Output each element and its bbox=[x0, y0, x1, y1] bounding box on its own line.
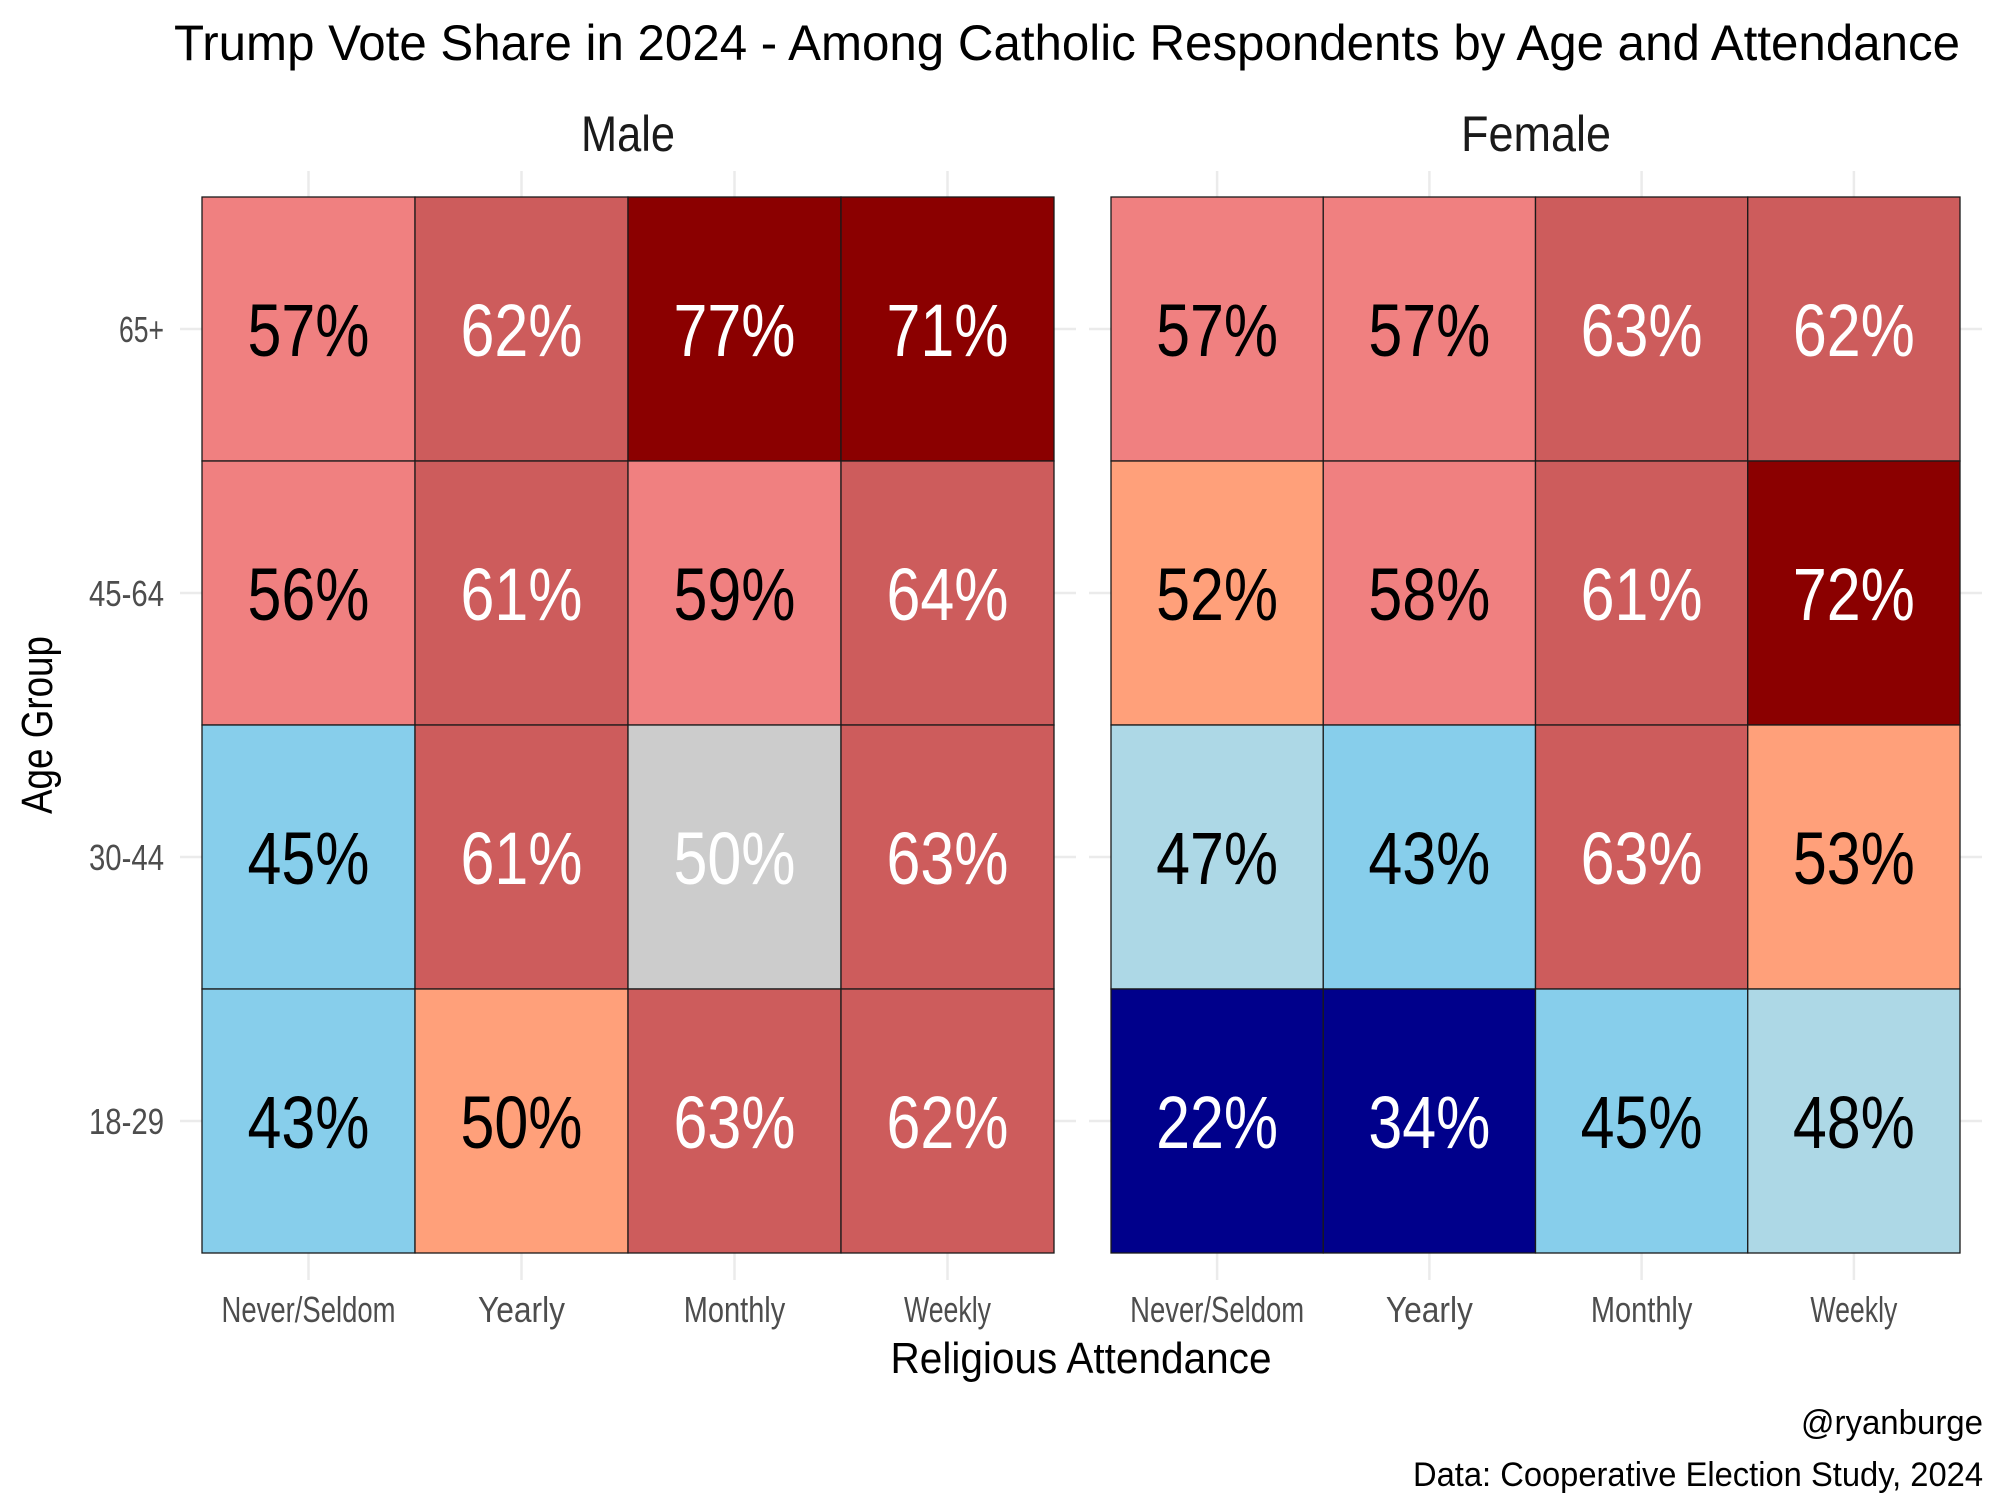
cell-value-label: 50% bbox=[461, 1081, 583, 1164]
cell-value-label: 47% bbox=[1156, 817, 1278, 900]
cell-value-label: 50% bbox=[674, 817, 796, 900]
cell-value-label: 72% bbox=[1793, 553, 1915, 636]
heatmap-cell-female-18-29-weekly bbox=[1747, 988, 1961, 1254]
heatmap-cell-female-30-44-yearly bbox=[1322, 724, 1537, 990]
cell-value-label: 63% bbox=[1581, 817, 1703, 900]
cell-value-label: 53% bbox=[1793, 817, 1915, 900]
heatmap-cell-female-30-44-monthly bbox=[1534, 724, 1749, 990]
cell-labels: 57% 62% 77% 71% 56% 61% 59% 64% 45% 61% 50% 63% 43% 5… bbox=[248, 289, 1915, 1164]
cell-value-label: 45% bbox=[1581, 1081, 1703, 1164]
cell-value-label: 64% bbox=[887, 553, 1009, 636]
cell-value-label: 77% bbox=[674, 289, 796, 372]
cell-value-label: 59% bbox=[674, 553, 796, 636]
x-tick-label-female: Yearly bbox=[1386, 1289, 1473, 1330]
cell-value-label: 71% bbox=[887, 289, 1009, 372]
cell-value-label: 52% bbox=[1156, 553, 1278, 636]
x-tick-label-female: Never/Seldom bbox=[1130, 1289, 1304, 1330]
cell-value-label: 43% bbox=[1368, 817, 1490, 900]
heatmap-cell-male-18-29-weekly bbox=[840, 988, 1055, 1254]
y-tick-label: 65+ bbox=[119, 309, 164, 350]
heatmap-cell-male-30-44-monthly bbox=[627, 724, 842, 990]
heatmap-cell-female-45-64-never-seldom bbox=[1110, 460, 1324, 726]
heatmap-cell-female-45-64-weekly bbox=[1747, 460, 1961, 726]
facet-label-female: Female bbox=[1461, 106, 1611, 162]
cell-value-label: 56% bbox=[248, 553, 370, 636]
heatmap-cell-female-65-monthly bbox=[1534, 196, 1749, 462]
cell-value-label: 45% bbox=[248, 817, 370, 900]
cell-value-label: 61% bbox=[1581, 553, 1703, 636]
heatmap-cell-male-65-monthly bbox=[627, 196, 842, 462]
heatmap-cell-male-45-64-never-seldom bbox=[201, 460, 416, 726]
x-tick-label-male: Weekly bbox=[904, 1289, 991, 1330]
heatmap-cell-male-65-never-seldom bbox=[201, 196, 416, 462]
cell-value-label: 57% bbox=[1156, 289, 1278, 372]
cell-value-label: 48% bbox=[1793, 1081, 1915, 1164]
heatmap-cell-male-18-29-never-seldom bbox=[201, 988, 416, 1254]
heatmap-cell-male-30-44-never-seldom bbox=[201, 724, 416, 990]
heatmap-cell-female-30-44-weekly bbox=[1747, 724, 1961, 990]
cell-value-label: 22% bbox=[1156, 1081, 1278, 1164]
heatmap-cell-female-18-29-monthly bbox=[1534, 988, 1749, 1254]
x-tick-label-male: Never/Seldom bbox=[222, 1289, 396, 1330]
heatmap-cell-male-30-44-weekly bbox=[840, 724, 1055, 990]
heatmap-cell-male-45-64-yearly bbox=[414, 460, 629, 726]
cell-value-label: 61% bbox=[461, 553, 583, 636]
y-tick-label: 18-29 bbox=[89, 1101, 164, 1142]
heatmap-cell-female-45-64-yearly bbox=[1322, 460, 1537, 726]
heatmap-cell-female-18-29-yearly bbox=[1322, 988, 1537, 1254]
facet-label-male: Male bbox=[581, 106, 675, 162]
x-tick-label-male: Yearly bbox=[478, 1289, 565, 1330]
heatmap-cells bbox=[201, 196, 1961, 1254]
heatmap-cell-male-45-64-monthly bbox=[627, 460, 842, 726]
x-tick-label-male: Monthly bbox=[684, 1289, 786, 1330]
cell-value-label: 62% bbox=[887, 1081, 1009, 1164]
y-tick-label: 30-44 bbox=[89, 837, 164, 878]
heatmap-cell-male-65-weekly bbox=[840, 196, 1055, 462]
caption-source: Data: Cooperative Election Study, 2024 bbox=[1413, 1456, 1983, 1494]
x-tick-label-female: Monthly bbox=[1591, 1289, 1693, 1330]
cell-value-label: 57% bbox=[248, 289, 370, 372]
caption-author: @ryanburge bbox=[1801, 1404, 1983, 1442]
heatmap-cell-male-18-29-monthly bbox=[627, 988, 842, 1254]
cell-value-label: 63% bbox=[1581, 289, 1703, 372]
heatmap-cell-female-65-never-seldom bbox=[1110, 196, 1324, 462]
x-axis-title: Religious Attendance bbox=[891, 1334, 1272, 1383]
cell-value-label: 34% bbox=[1368, 1081, 1490, 1164]
axes: Never/Seldom Yearly Monthly Weekly Never/Sel… bbox=[89, 309, 1897, 1330]
cell-value-label: 62% bbox=[461, 289, 583, 372]
y-axis-title: Age Group bbox=[13, 636, 62, 814]
heatmap-cell-female-65-weekly bbox=[1747, 196, 1961, 462]
cell-value-label: 61% bbox=[461, 817, 583, 900]
chart-title: Trump Vote Share in 2024 - Among Catholi… bbox=[174, 15, 1960, 71]
heatmap-cell-male-30-44-yearly bbox=[414, 724, 629, 990]
heatmap-cell-male-18-29-yearly bbox=[414, 988, 629, 1254]
x-tick-label-female: Weekly bbox=[1810, 1289, 1897, 1330]
cell-value-label: 63% bbox=[887, 817, 1009, 900]
y-tick-label: 45-64 bbox=[89, 573, 164, 614]
cell-value-label: 43% bbox=[248, 1081, 370, 1164]
cell-value-label: 63% bbox=[674, 1081, 796, 1164]
heatmap-cell-female-45-64-monthly bbox=[1534, 460, 1749, 726]
cell-value-label: 57% bbox=[1368, 289, 1490, 372]
heatmap-cell-female-65-yearly bbox=[1322, 196, 1537, 462]
cell-value-label: 58% bbox=[1368, 553, 1490, 636]
cell-value-label: 62% bbox=[1793, 289, 1915, 372]
